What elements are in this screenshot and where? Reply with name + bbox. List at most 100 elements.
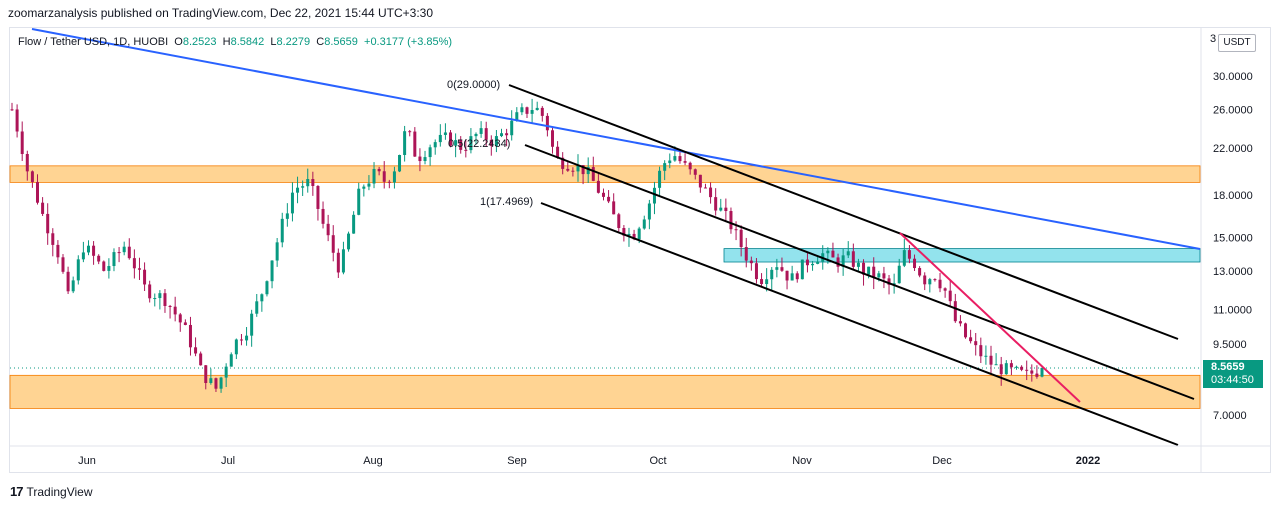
candle[interactable] (607, 190, 611, 204)
candle[interactable] (882, 266, 886, 289)
candle[interactable] (459, 136, 463, 154)
candle[interactable] (285, 203, 289, 227)
candle[interactable] (862, 259, 866, 286)
candle[interactable] (622, 225, 626, 242)
candle[interactable] (66, 266, 70, 295)
candle[interactable] (816, 255, 820, 265)
candle[interactable] (709, 182, 713, 204)
candle[interactable] (714, 188, 718, 216)
candle[interactable] (1040, 367, 1044, 378)
candle[interactable] (316, 185, 320, 221)
candle[interactable] (188, 316, 192, 356)
candle[interactable] (224, 363, 228, 387)
candle[interactable] (724, 198, 728, 223)
candle[interactable] (418, 148, 422, 172)
candle[interactable] (290, 182, 294, 222)
candle[interactable] (163, 289, 167, 313)
candle[interactable] (35, 174, 39, 205)
candle[interactable] (550, 127, 554, 154)
candle[interactable] (1009, 359, 1013, 376)
candle[interactable] (132, 249, 136, 279)
candle[interactable] (449, 130, 453, 148)
candle[interactable] (403, 125, 407, 162)
candle[interactable] (76, 255, 80, 285)
candle[interactable] (46, 203, 50, 245)
candle[interactable] (398, 154, 402, 173)
candle[interactable] (357, 182, 361, 216)
candle[interactable] (790, 265, 794, 281)
candle[interactable] (97, 254, 101, 265)
candle[interactable] (948, 279, 952, 306)
candle[interactable] (535, 101, 539, 111)
candle[interactable] (510, 110, 514, 141)
candle[interactable] (438, 124, 442, 147)
candle[interactable] (336, 248, 340, 278)
candle[interactable] (999, 356, 1003, 386)
candle[interactable] (887, 274, 891, 295)
candle[interactable] (10, 102, 14, 111)
candle[interactable] (1030, 364, 1034, 382)
candle[interactable] (933, 278, 937, 282)
candle[interactable] (596, 173, 600, 194)
candle[interactable] (362, 184, 366, 197)
candle[interactable] (15, 104, 19, 138)
candle[interactable] (647, 199, 651, 230)
candle[interactable] (601, 188, 605, 201)
candle[interactable] (372, 162, 376, 189)
candle[interactable] (591, 156, 595, 182)
candle[interactable] (897, 258, 901, 284)
candle[interactable] (306, 168, 310, 193)
candle[interactable] (341, 241, 345, 275)
candle[interactable] (907, 245, 911, 264)
candle[interactable] (423, 150, 427, 165)
channel-mid-line[interactable] (524, 144, 1195, 400)
candle[interactable] (1020, 365, 1024, 372)
candle[interactable] (127, 238, 131, 260)
candle[interactable] (872, 257, 876, 290)
candle[interactable] (173, 296, 177, 322)
candle[interactable] (112, 248, 116, 272)
candle[interactable] (561, 152, 565, 175)
candle[interactable] (642, 215, 646, 230)
candle[interactable] (143, 262, 147, 292)
candle[interactable] (382, 161, 386, 189)
candle[interactable] (693, 168, 697, 180)
candle[interactable] (729, 207, 733, 234)
candle[interactable] (56, 240, 60, 264)
candle[interactable] (107, 258, 111, 279)
candle[interactable] (428, 144, 432, 166)
candle[interactable] (500, 128, 504, 138)
lower-support-zone[interactable] (9, 374, 1201, 409)
candle[interactable] (102, 260, 106, 272)
channel-lower-line[interactable] (540, 202, 1179, 446)
candle[interactable] (387, 179, 391, 189)
candle[interactable] (525, 106, 529, 118)
candle[interactable] (81, 241, 85, 263)
candle[interactable] (520, 103, 524, 116)
candle[interactable] (137, 257, 141, 280)
candle[interactable] (270, 260, 274, 289)
candle[interactable] (1025, 360, 1029, 381)
pink-trendline[interactable] (899, 232, 1081, 403)
upper-resistance-zone[interactable] (9, 165, 1201, 183)
candle[interactable] (683, 153, 687, 166)
candle[interactable] (199, 351, 203, 366)
candle[interactable] (178, 312, 182, 332)
candle[interactable] (964, 322, 968, 339)
candle[interactable] (754, 258, 758, 284)
footer[interactable]: 17 TradingView (10, 484, 93, 499)
candle[interactable] (239, 333, 243, 346)
candle[interactable] (1004, 360, 1008, 375)
candle[interactable] (770, 267, 774, 291)
candle[interactable] (347, 231, 351, 252)
candle[interactable] (780, 257, 784, 272)
candle[interactable] (586, 157, 590, 183)
candle[interactable] (392, 166, 396, 189)
candle[interactable] (245, 327, 249, 346)
candle[interactable] (851, 243, 855, 271)
candle[interactable] (377, 166, 381, 176)
candle[interactable] (86, 240, 90, 256)
candle[interactable] (229, 352, 233, 367)
candle[interactable] (612, 193, 616, 215)
candle[interactable] (928, 277, 932, 293)
